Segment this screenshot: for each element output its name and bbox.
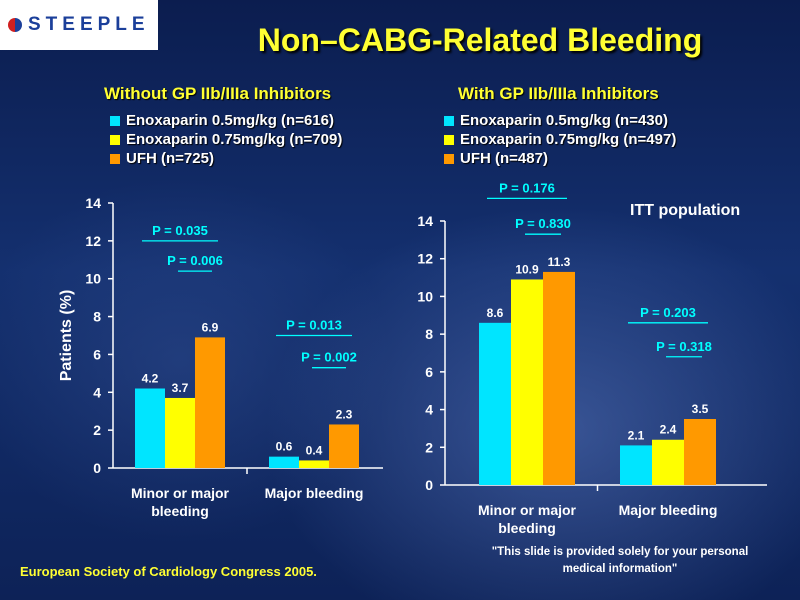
logo-circle-icon <box>8 18 22 32</box>
y-tick-label: 2 <box>425 439 433 455</box>
p-value-label: P = 0.203 <box>640 305 696 320</box>
bar-value-label: 11.3 <box>548 255 571 269</box>
right-legend: Enoxaparin 0.5mg/kg (n=430) Enoxaparin 0… <box>444 111 676 168</box>
disclaimer-line-2: medical information" <box>562 563 678 575</box>
p-value-label: P = 0.318 <box>656 339 712 354</box>
disclaimer-line-1: "This slide is provided solely for your … <box>491 546 749 558</box>
bar-value-label: 2.1 <box>628 428 645 442</box>
legend-label: Enoxaparin 0.5mg/kg (n=616) <box>126 112 334 129</box>
y-tick-label: 12 <box>85 233 101 249</box>
bar-value-label: 6.9 <box>202 320 219 334</box>
bar-value-label: 2.4 <box>660 423 677 437</box>
y-tick-label: 6 <box>425 364 433 380</box>
legend-item: UFH (n=487) <box>444 149 676 168</box>
legend-label: Enoxaparin 0.5mg/kg (n=430) <box>460 112 668 129</box>
category-label: Minor or major bleeding <box>131 485 230 519</box>
legend-label: Enoxaparin 0.75mg/kg (n=709) <box>126 131 343 148</box>
bar-value-label: 8.6 <box>487 306 504 320</box>
bar-value-label: 3.5 <box>692 402 709 416</box>
logo-text: STEEPLE <box>28 14 150 35</box>
bar <box>299 460 329 468</box>
bar <box>511 279 543 485</box>
bar <box>479 322 511 485</box>
bar-value-label: 4.2 <box>142 372 159 386</box>
bar <box>543 271 575 485</box>
legend-item: Enoxaparin 0.75mg/kg (n=709) <box>110 130 342 149</box>
y-tick-label: 10 <box>85 271 101 287</box>
legend-swatch-enox075 <box>444 134 454 145</box>
category-label: Major bleeding <box>619 502 718 518</box>
conference-footer: European Society of Cardiology Congress … <box>20 564 317 579</box>
bar-value-label: 0.4 <box>306 443 323 457</box>
legend-item: Enoxaparin 0.75mg/kg (n=497) <box>444 130 676 149</box>
p-value-label: P = 0.002 <box>301 350 357 365</box>
y-tick-label: 8 <box>425 326 433 342</box>
y-axis-label: Patients (%) <box>58 290 75 382</box>
p-value-label: P = 0.013 <box>286 318 342 333</box>
p-value-label: P = 0.176 <box>499 180 555 195</box>
bar <box>269 456 299 468</box>
itt-population-note: ITT population <box>630 202 741 219</box>
legend-item: UFH (n=725) <box>110 149 342 168</box>
bar <box>652 439 684 485</box>
legend-swatch-enox075 <box>110 134 120 145</box>
bar-value-label: 2.3 <box>336 407 353 421</box>
bar <box>329 424 359 468</box>
y-tick-label: 8 <box>93 309 101 325</box>
right-panel-heading: With GP IIb/IIIa Inhibitors <box>458 84 659 103</box>
disclaimer: "This slide is provided solely for your … <box>470 544 770 578</box>
bar <box>165 397 195 468</box>
y-tick-label: 10 <box>417 288 433 304</box>
category-label: Minor or major bleeding <box>478 502 577 536</box>
y-tick-label: 4 <box>425 402 433 418</box>
bar <box>620 445 652 485</box>
bar-value-label: 0.6 <box>276 440 293 454</box>
y-tick-label: 14 <box>417 213 433 229</box>
legend-swatch-ufh <box>444 153 454 164</box>
legend-swatch-ufh <box>110 153 120 164</box>
p-value-label: P = 0.830 <box>515 216 571 231</box>
y-tick-label: 2 <box>93 422 101 438</box>
legend-item: Enoxaparin 0.5mg/kg (n=616) <box>110 111 342 130</box>
left-legend: Enoxaparin 0.5mg/kg (n=616) Enoxaparin 0… <box>110 111 342 168</box>
bar <box>135 388 165 468</box>
p-value-label: P = 0.006 <box>167 253 223 268</box>
bar <box>684 419 716 485</box>
legend-label: UFH (n=725) <box>126 150 214 167</box>
category-label: Major bleeding <box>265 485 364 501</box>
y-tick-label: 0 <box>93 460 101 476</box>
bar-value-label: 10.9 <box>515 262 539 276</box>
left-panel-heading: Without GP IIb/IIIa Inhibitors <box>104 84 332 103</box>
legend-item: Enoxaparin 0.5mg/kg (n=430) <box>444 111 676 130</box>
y-tick-label: 6 <box>93 346 101 362</box>
bar <box>195 337 225 468</box>
p-value-label: P = 0.035 <box>152 223 208 238</box>
y-tick-label: 14 <box>85 195 101 211</box>
legend-label: Enoxaparin 0.75mg/kg (n=497) <box>460 131 677 148</box>
y-tick-label: 12 <box>417 251 433 267</box>
y-tick-label: 4 <box>93 384 101 400</box>
bar-value-label: 3.7 <box>172 381 189 395</box>
steeple-logo: STEEPLE <box>0 0 158 50</box>
legend-swatch-enox05 <box>110 115 120 126</box>
y-tick-label: 0 <box>425 477 433 493</box>
slide-title: Non–CABG-Related Bleeding <box>257 22 703 58</box>
legend-swatch-enox05 <box>444 115 454 126</box>
legend-label: UFH (n=487) <box>460 150 548 167</box>
